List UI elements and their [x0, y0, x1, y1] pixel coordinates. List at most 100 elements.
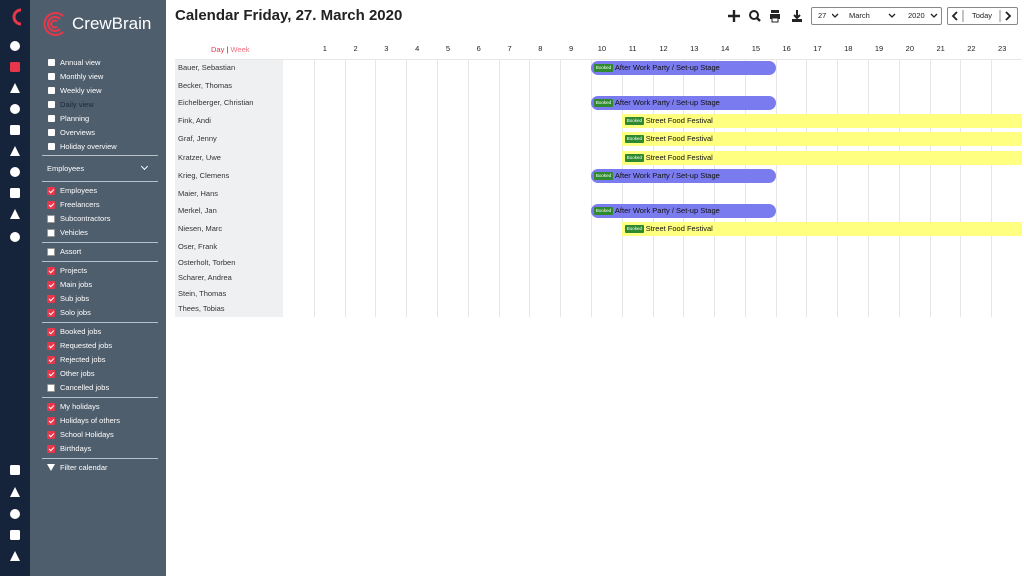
- filter-option[interactable]: Assort: [60, 247, 82, 256]
- app-logo: [12, 8, 22, 26]
- filter-option[interactable]: Employees: [60, 186, 98, 195]
- view-link[interactable]: Overviews: [60, 128, 96, 137]
- checkbox[interactable]: [47, 370, 55, 378]
- filter-option[interactable]: Subcontractors: [60, 214, 111, 223]
- employee-name[interactable]: Eichelberger, Christian: [178, 97, 254, 107]
- filter-option[interactable]: Birthdays: [60, 444, 92, 453]
- employee-name[interactable]: Osterholt, Torben: [178, 257, 236, 267]
- view-link[interactable]: Annual view: [60, 58, 101, 67]
- checkbox[interactable]: [47, 248, 55, 256]
- filter-option[interactable]: Solo jobs: [60, 308, 91, 317]
- filter-option[interactable]: Freelancers: [60, 200, 100, 209]
- employee-name[interactable]: Oser, Frank: [178, 241, 218, 251]
- filter-option[interactable]: Rejected jobs: [60, 355, 106, 364]
- nav-icon[interactable]: [10, 146, 20, 156]
- checkbox[interactable]: [47, 309, 55, 317]
- checkbox[interactable]: [47, 281, 55, 289]
- event-bar[interactable]: Street Food Festival Booked: [621, 150, 1022, 165]
- checkbox[interactable]: [47, 215, 55, 223]
- checkbox[interactable]: [47, 328, 55, 336]
- year-select[interactable]: 2020: [908, 11, 925, 20]
- nav-icon[interactable]: [10, 62, 20, 72]
- filter-option[interactable]: School Holidays: [60, 430, 114, 439]
- view-link[interactable]: Planning: [60, 114, 90, 123]
- hour-line: [652, 59, 654, 317]
- month-select[interactable]: March: [849, 11, 870, 20]
- today-button[interactable]: Today: [972, 11, 993, 20]
- nav-icon[interactable]: [10, 551, 20, 561]
- employee-name[interactable]: Merkel, Jan: [178, 206, 217, 215]
- filter-button[interactable]: Filter calendar: [60, 463, 108, 472]
- employee-name[interactable]: Graf, Jenny: [178, 134, 217, 143]
- checkbox[interactable]: [47, 356, 55, 364]
- day-select[interactable]: 27: [818, 11, 827, 20]
- nav-icon[interactable]: [10, 167, 20, 177]
- filter-option[interactable]: Holidays of others: [60, 416, 121, 425]
- checkbox[interactable]: [47, 342, 55, 350]
- filter-option[interactable]: Projects: [60, 266, 88, 275]
- checkbox[interactable]: [47, 267, 55, 275]
- nav-icon[interactable]: [10, 209, 20, 219]
- search-icon[interactable]: [749, 10, 759, 20]
- employee-name[interactable]: Stein, Thomas: [178, 288, 227, 298]
- hour-line: [806, 59, 808, 317]
- filter-option[interactable]: Booked jobs: [60, 327, 102, 336]
- view-link[interactable]: Daily view: [60, 100, 94, 109]
- event-bar[interactable]: Street Food Festival Booked: [621, 113, 1022, 128]
- nav-icon[interactable]: [10, 465, 20, 475]
- checkbox[interactable]: [47, 417, 55, 425]
- view-link[interactable]: Weekly view: [60, 86, 102, 95]
- date-picker[interactable]: [811, 7, 942, 25]
- employee-name[interactable]: Thees, Tobias: [178, 304, 225, 313]
- checkbox[interactable]: [47, 431, 55, 439]
- nav-icon[interactable]: [10, 83, 20, 93]
- checkbox[interactable]: [47, 201, 55, 209]
- print-icon[interactable]: [770, 14, 780, 19]
- employee-name[interactable]: Fink, Andi: [178, 115, 211, 125]
- filter-option[interactable]: Cancelled jobs: [60, 383, 110, 392]
- view-link[interactable]: Holiday overview: [60, 142, 117, 151]
- nav-icon[interactable]: [10, 232, 20, 242]
- filter-option[interactable]: My holidays: [60, 402, 100, 411]
- filter-option[interactable]: Other jobs: [60, 369, 95, 378]
- nav-icon[interactable]: [10, 41, 20, 51]
- nav-icon[interactable]: [10, 530, 20, 540]
- event-bar[interactable]: After Work Party / Set-up Stage Booked: [590, 169, 776, 183]
- event-bar[interactable]: Street Food Festival Booked: [621, 222, 1022, 236]
- employee-name[interactable]: Scharer, Andrea: [178, 273, 232, 282]
- checkbox[interactable]: [47, 384, 55, 392]
- resource-select[interactable]: Employees: [47, 164, 85, 173]
- filter-option[interactable]: Main jobs: [60, 280, 93, 289]
- next-button[interactable]: [1005, 11, 1012, 21]
- nav-icon[interactable]: [10, 125, 20, 135]
- event-bar[interactable]: After Work Party / Set-up Stage Booked: [590, 61, 776, 75]
- week-link[interactable]: Week: [230, 45, 250, 54]
- filter-option[interactable]: Requested jobs: [60, 341, 113, 350]
- filter-option[interactable]: Vehicles: [60, 228, 88, 237]
- download-icon[interactable]: [793, 10, 801, 20]
- checkbox[interactable]: [47, 295, 55, 303]
- view-link[interactable]: Monthly view: [60, 72, 104, 81]
- checkbox[interactable]: [47, 403, 55, 411]
- nav-icon[interactable]: [10, 188, 20, 198]
- event-bar[interactable]: After Work Party / Set-up Stage Booked: [590, 95, 776, 110]
- nav-icon[interactable]: [10, 487, 20, 497]
- prev-button[interactable]: [951, 11, 958, 21]
- employee-name[interactable]: Krieg, Clemens: [178, 171, 230, 180]
- employee-name[interactable]: Kratzer, Uwe: [178, 152, 221, 162]
- nav-icon[interactable]: [10, 104, 20, 114]
- add-icon[interactable]: [728, 10, 740, 22]
- event-bar[interactable]: After Work Party / Set-up Stage Booked: [590, 204, 776, 218]
- employee-name[interactable]: Niesen, Marc: [178, 224, 223, 233]
- status-badge: Booked: [624, 225, 644, 233]
- filter-option[interactable]: Sub jobs: [60, 294, 90, 303]
- employee-name[interactable]: Maier, Hans: [178, 188, 219, 198]
- checkbox[interactable]: [47, 187, 55, 195]
- day-link[interactable]: Day: [211, 45, 225, 54]
- checkbox[interactable]: [47, 445, 55, 453]
- checkbox[interactable]: [47, 229, 55, 237]
- employee-name[interactable]: Becker, Thomas: [178, 80, 233, 90]
- nav-icon[interactable]: [10, 509, 20, 519]
- event-bar[interactable]: Street Food Festival Booked: [621, 132, 1022, 146]
- employee-name[interactable]: Bauer, Sebastian: [178, 63, 236, 72]
